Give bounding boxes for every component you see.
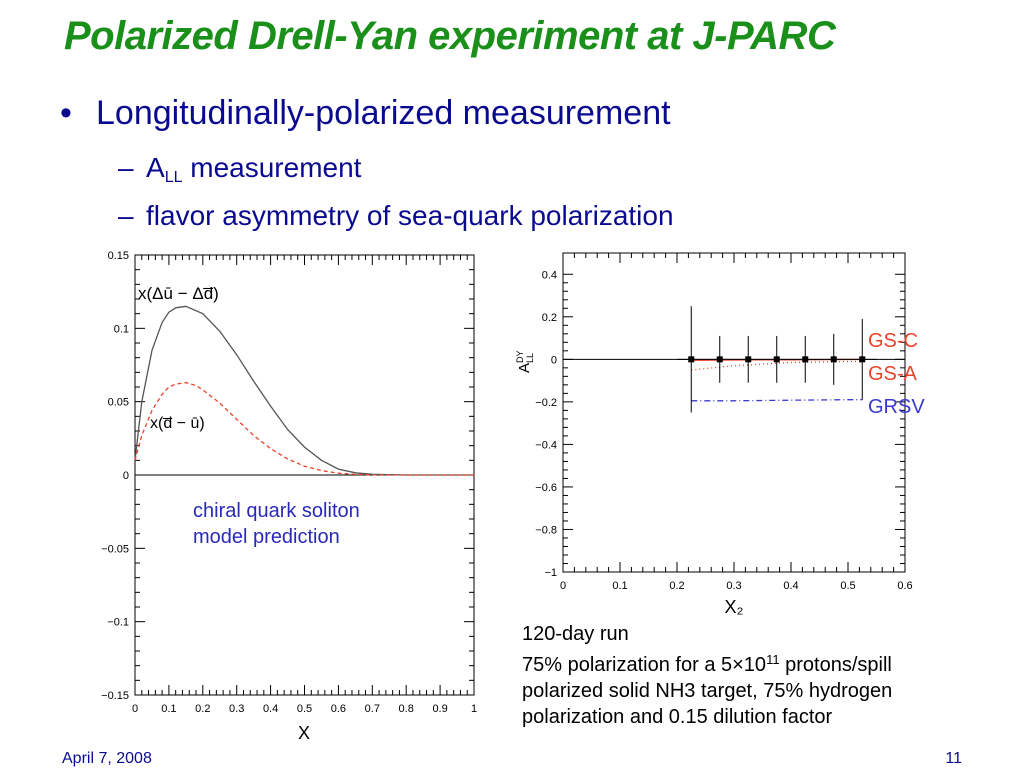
bullet-text: Longitudinally-polarized measurement <box>96 94 671 132</box>
y-tick-label: 0.4 <box>542 269 557 281</box>
data-point <box>688 356 695 363</box>
y-tick-label: −1 <box>544 567 557 579</box>
x-tick-label: 0 <box>560 580 566 592</box>
y-tick-label: −0.8 <box>535 524 557 536</box>
slide-title: Polarized Drell-Yan experiment at J-PARC <box>64 14 836 58</box>
legend-gs-c: GS-C <box>868 330 918 352</box>
y-axis-label: A <box>516 363 533 373</box>
y-axis-label-superscript: DY <box>515 350 525 363</box>
x-tick-label: 0.7 <box>365 703 380 715</box>
data-point <box>745 356 752 363</box>
bullet-dot: • <box>60 94 72 132</box>
run-note-line2-b: protons/spill <box>779 654 892 676</box>
series-line-0 <box>134 305 474 476</box>
sub-bullet-dash: – <box>118 200 134 231</box>
all-asymmetry-chart: 0 0.1 0.2 0.3 0.4 0.5 0.6 0.4 0.2 0 −0.2 −0.4 −0.6 −0… <box>515 252 913 617</box>
x-axis-label: X₂ <box>725 597 744 617</box>
run-note-line1: 120-day run <box>522 623 629 645</box>
x-tick-label: 0.4 <box>783 580 798 592</box>
x-tick-label: 0.1 <box>612 580 627 592</box>
x-tick-label: 0.2 <box>195 703 210 715</box>
series-line-2 <box>691 399 863 402</box>
sub-bullet-all-main: A <box>146 152 165 183</box>
x-tick-label: 0.6 <box>331 703 346 715</box>
x-tick-label: 0.3 <box>229 703 244 715</box>
series-label-delta-u-minus-delta-d: x(Δū − Δd̅) <box>138 284 219 303</box>
data-point <box>716 356 723 363</box>
sub-bullet-dash: – <box>118 152 134 183</box>
x-tick-label: 0.6 <box>897 580 912 592</box>
x-tick-label: 0.4 <box>263 703 278 715</box>
y-tick-label: 0.1 <box>114 323 129 335</box>
sub-bullet-all-rest: measurement <box>182 152 362 183</box>
y-tick-label: 0.05 <box>108 397 129 409</box>
y-tick-label: 0.2 <box>542 312 557 324</box>
y-axis-label-subscript: LL <box>525 353 535 363</box>
x-tick-label: 0.8 <box>399 703 414 715</box>
x-tick-label: 0.3 <box>726 580 741 592</box>
sub-bullet-all: – ALL measurement <box>118 152 361 187</box>
y-tick-label: −0.4 <box>535 439 557 451</box>
chiral-note-line1: chiral quark soliton <box>193 500 360 522</box>
bullet-item: • Longitudinally-polarized measurement <box>60 94 671 133</box>
x-tick-label: 0.2 <box>669 580 684 592</box>
y-tick-label: −0.2 <box>535 397 557 409</box>
run-note-line2: 75% polarization for a 5×1011 protons/sp… <box>522 647 892 678</box>
x-tick-label: 1 <box>471 703 477 715</box>
y-tick-label: −0.1 <box>107 617 129 629</box>
y-tick-label: −0.15 <box>101 690 129 702</box>
y-tick-label: −0.6 <box>535 482 557 494</box>
run-note-exponent: 11 <box>766 652 780 667</box>
x-axis-label: X <box>298 723 310 743</box>
legend-gs-a: GS-A <box>868 363 917 385</box>
data-point <box>830 356 837 363</box>
chiral-model-note: chiral quark soliton model prediction <box>193 498 360 550</box>
data-point <box>773 356 780 363</box>
run-note-line3: polarized solid NH3 target, 75% hydrogen <box>522 680 893 702</box>
x-tick-label: 0.1 <box>161 703 176 715</box>
run-note-line2-a: 75% polarization for a 5×10 <box>522 654 767 676</box>
x-tick-label: 0.9 <box>432 703 447 715</box>
x-tick-label: 0 <box>132 703 138 715</box>
legend-grsv: GRSV <box>868 396 925 418</box>
series-line-1 <box>134 381 474 476</box>
series-label-dbar-minus-ubar: x(d̅ − ū) <box>150 415 205 432</box>
y-tick-label: 0.15 <box>108 250 129 262</box>
x-tick-label: 0.5 <box>297 703 312 715</box>
footer-page-number: 11 <box>945 750 962 767</box>
data-point <box>859 356 866 363</box>
x-tick-label: 0.5 <box>840 580 855 592</box>
sub-bullet-flavor: – flavor asymmetry of sea-quark polarizat… <box>118 200 674 232</box>
y-tick-label: 0 <box>551 354 557 366</box>
data-point <box>802 356 809 363</box>
sub-bullet-all-subscript: LL <box>164 169 183 186</box>
sea-quark-polarization-chart: 0 0.1 0.2 0.3 0.4 0.5 0.6 0.7 0.8 0.9 1 0.15 0.1 0.05… <box>101 250 477 743</box>
y-tick-label: −0.05 <box>101 543 129 555</box>
chiral-note-line2: model prediction <box>193 526 340 548</box>
footer-date: April 7, 2008 <box>62 750 152 767</box>
run-note-line4: polarization and 0.15 dilution factor <box>522 706 833 728</box>
run-conditions-note: 120-day run 75% polarization for a 5×101… <box>522 621 892 730</box>
plot-frame <box>562 252 906 573</box>
sub-bullet-flavor-text: flavor asymmetry of sea-quark polarizati… <box>146 200 674 231</box>
y-tick-label: 0 <box>123 470 129 482</box>
